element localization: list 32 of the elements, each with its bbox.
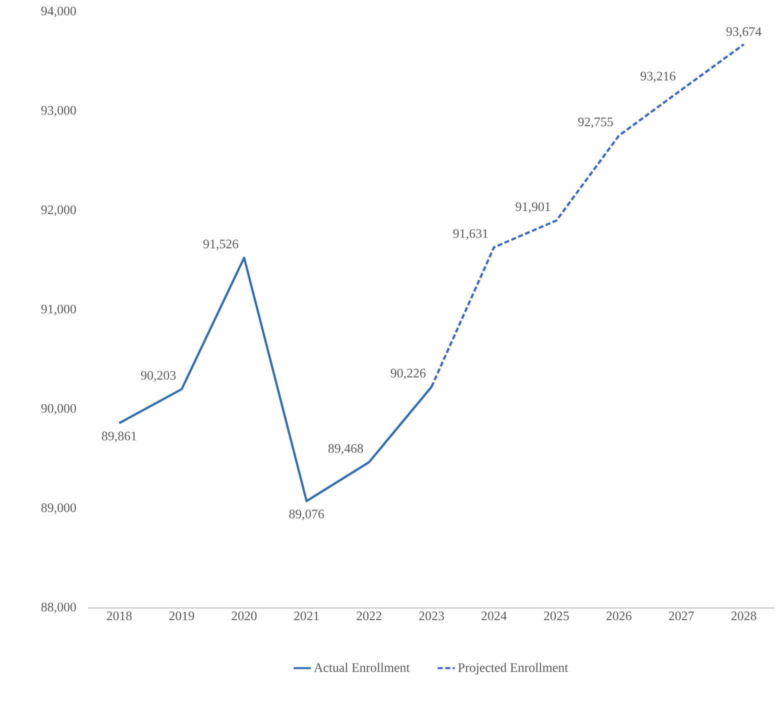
data-label: 91,526	[203, 240, 238, 250]
data-label: 89,076	[289, 510, 324, 520]
x-tick-label: 2020	[232, 612, 257, 620]
x-tick-label: 2022	[356, 612, 382, 620]
x-tick-label: 2019	[169, 612, 194, 620]
y-tick-label: 92,000	[41, 205, 76, 216]
x-tick-label: 2024	[482, 612, 507, 620]
data-label: 89,861	[102, 432, 136, 442]
y-tick-label: 89,000	[41, 503, 76, 514]
legend-label: Actual Enrollment	[314, 662, 410, 672]
data-label: 90,226	[390, 368, 426, 380]
line-series	[430, 43, 745, 388]
y-tick-label: 88,000	[41, 602, 76, 614]
y-tick-label: 94,000	[41, 6, 76, 18]
data-label: 93,216	[640, 72, 676, 82]
data-label: 90,203	[140, 371, 176, 382]
x-tick-label: 2023	[419, 612, 444, 620]
data-label: 92,755	[578, 118, 613, 128]
data-label: 93,674	[726, 27, 762, 38]
x-tick-label: 2018	[106, 612, 132, 620]
x-tick-label: 2021	[294, 612, 319, 620]
data-label: 91,631	[453, 229, 488, 240]
x-tick-label: 2028	[731, 612, 756, 620]
y-tick-label: 93,000	[41, 106, 76, 117]
y-tick-label: 91,000	[41, 304, 76, 316]
x-tick-label: 2027	[668, 612, 694, 620]
x-tick-label: 2026	[606, 612, 632, 620]
data-label: 89,468	[328, 444, 364, 455]
data-label: 91,901	[516, 202, 550, 213]
x-tick-label: 2025	[544, 612, 569, 620]
y-tick-label: 90,000	[41, 404, 76, 415]
legend-label: Projected Enrollment	[458, 662, 568, 675]
